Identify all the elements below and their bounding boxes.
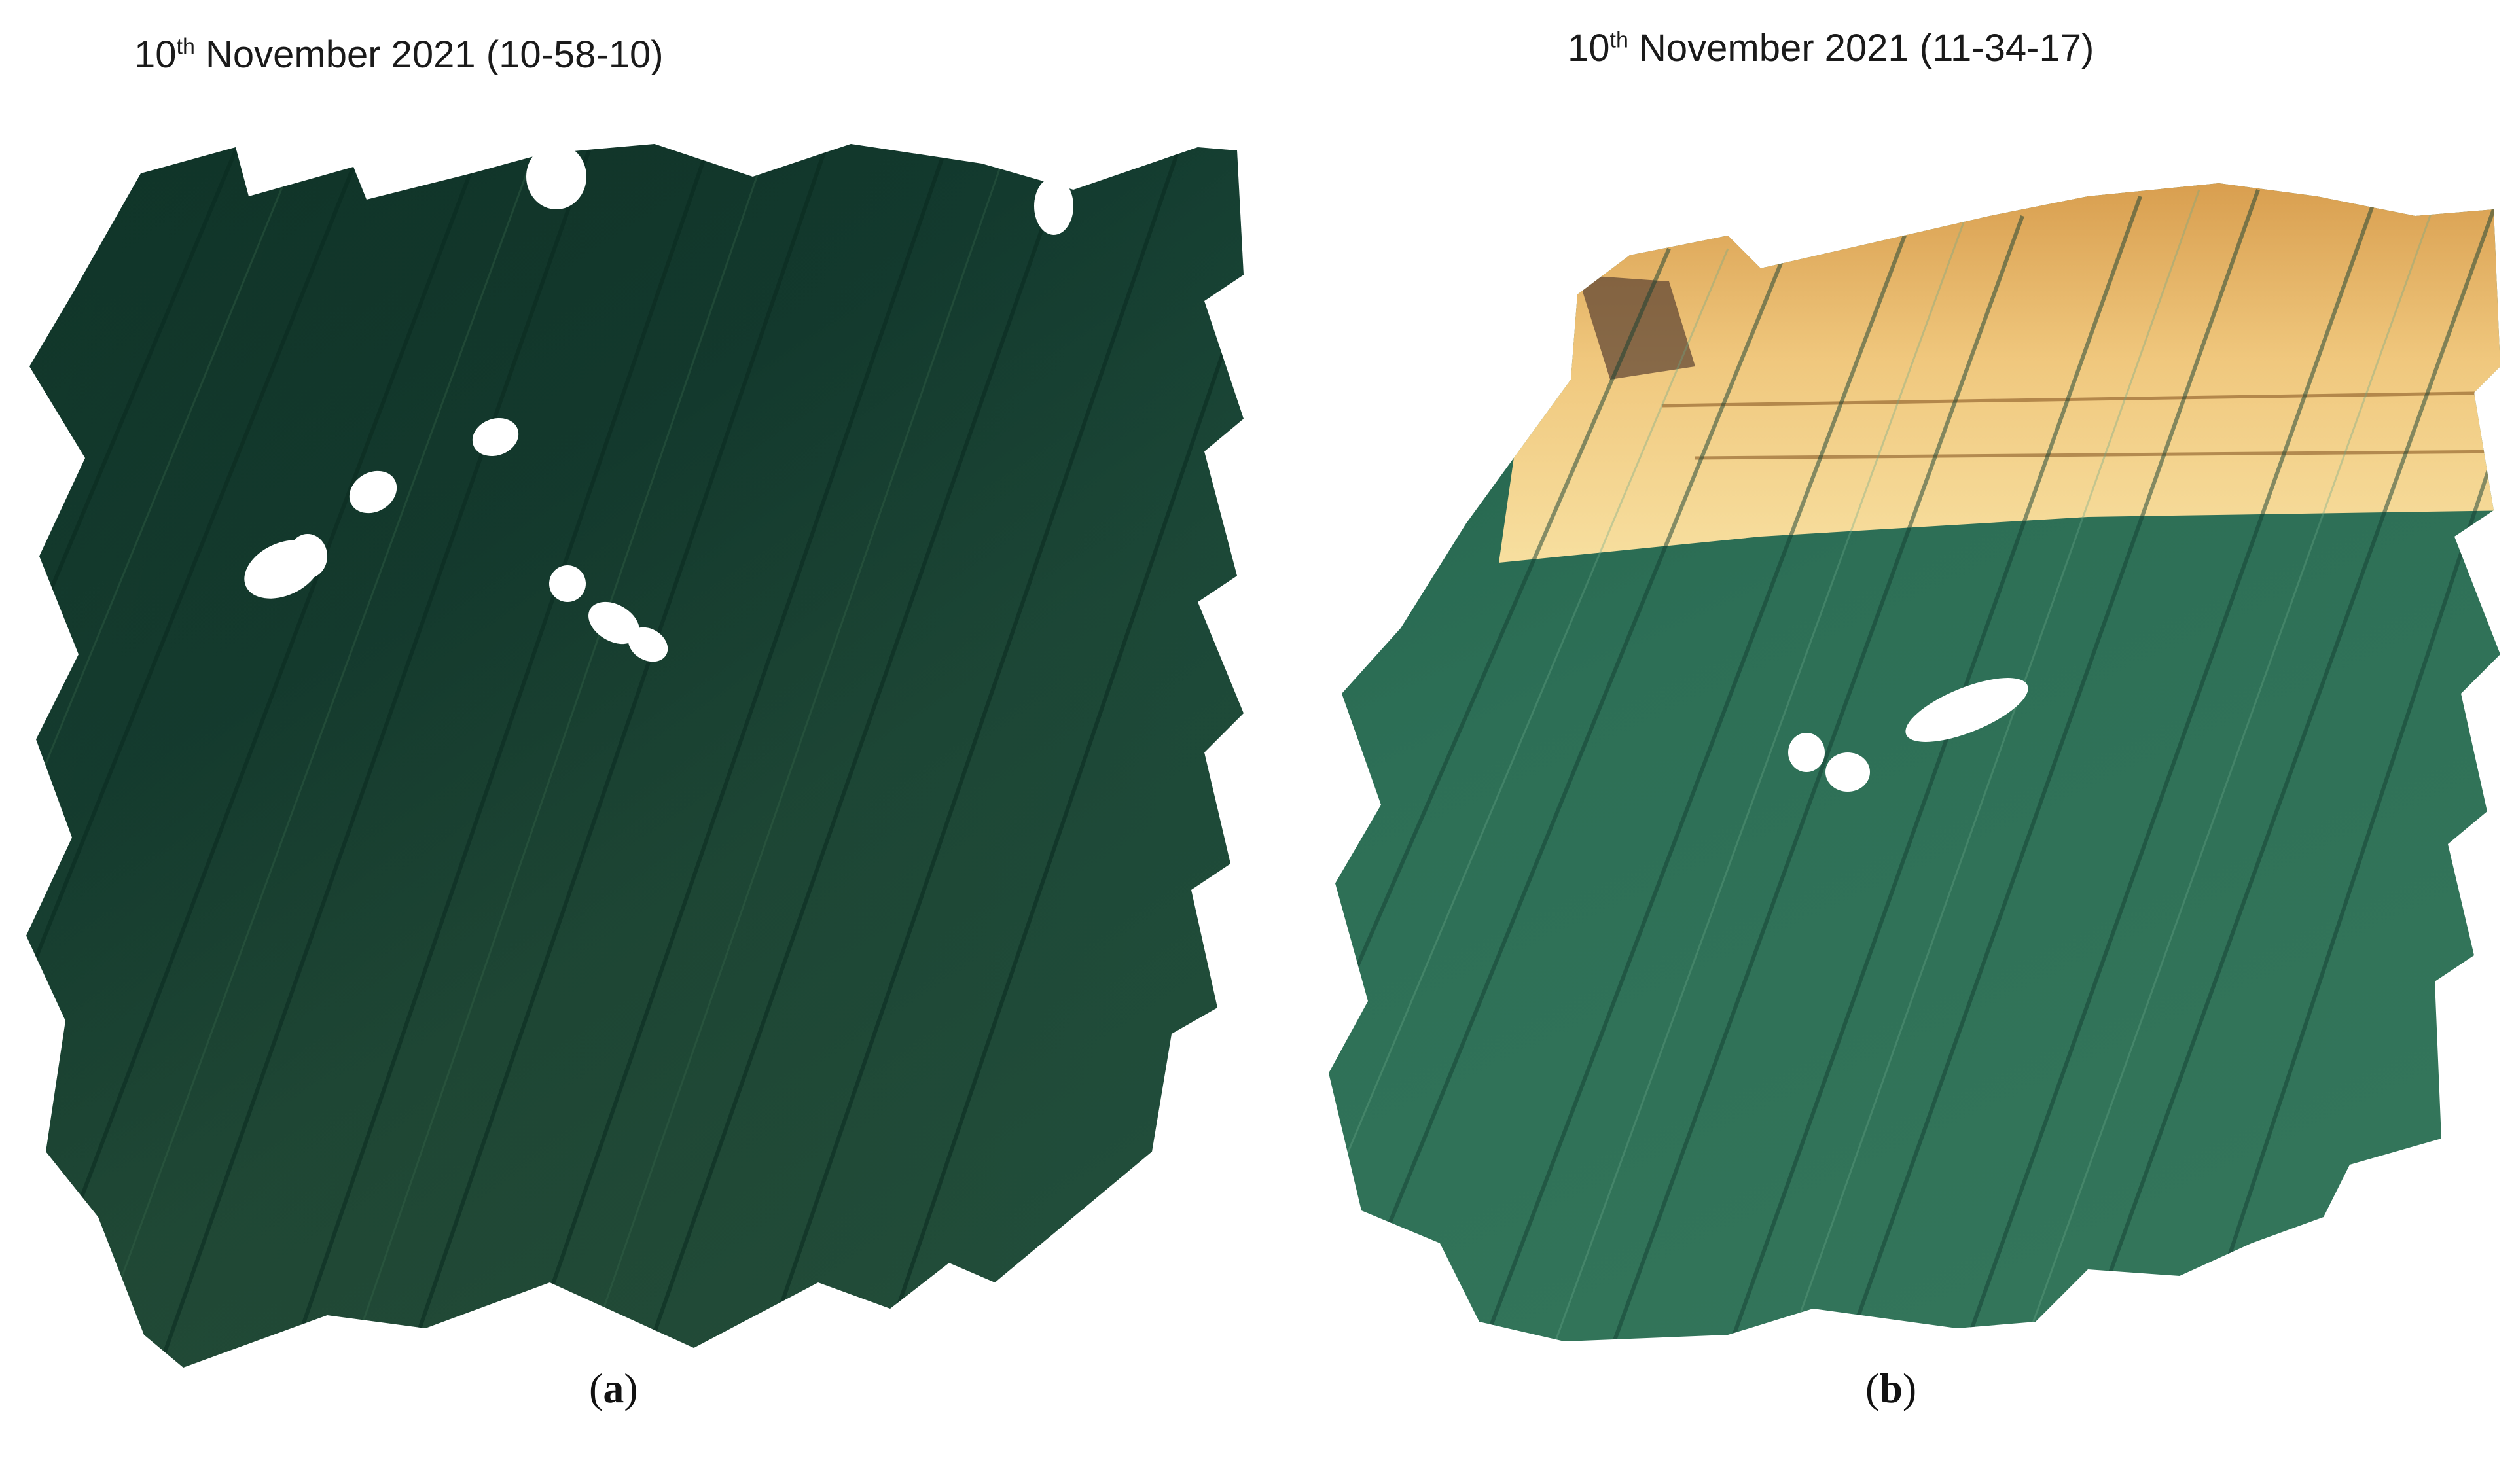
panel-b-title: 10th November 2021 (11-34-17) xyxy=(1568,27,2094,69)
orthomosaic-a xyxy=(26,144,1244,1368)
caption-b: (b) xyxy=(1865,1365,1917,1411)
masked-regions-b xyxy=(1788,678,2028,792)
caption-a: (a) xyxy=(589,1365,638,1411)
orthomosaic-b xyxy=(1329,183,2500,1341)
masked-regions-a xyxy=(244,144,1073,662)
panel-a-title: 10th November 2021 (10-58-10) xyxy=(134,33,664,76)
